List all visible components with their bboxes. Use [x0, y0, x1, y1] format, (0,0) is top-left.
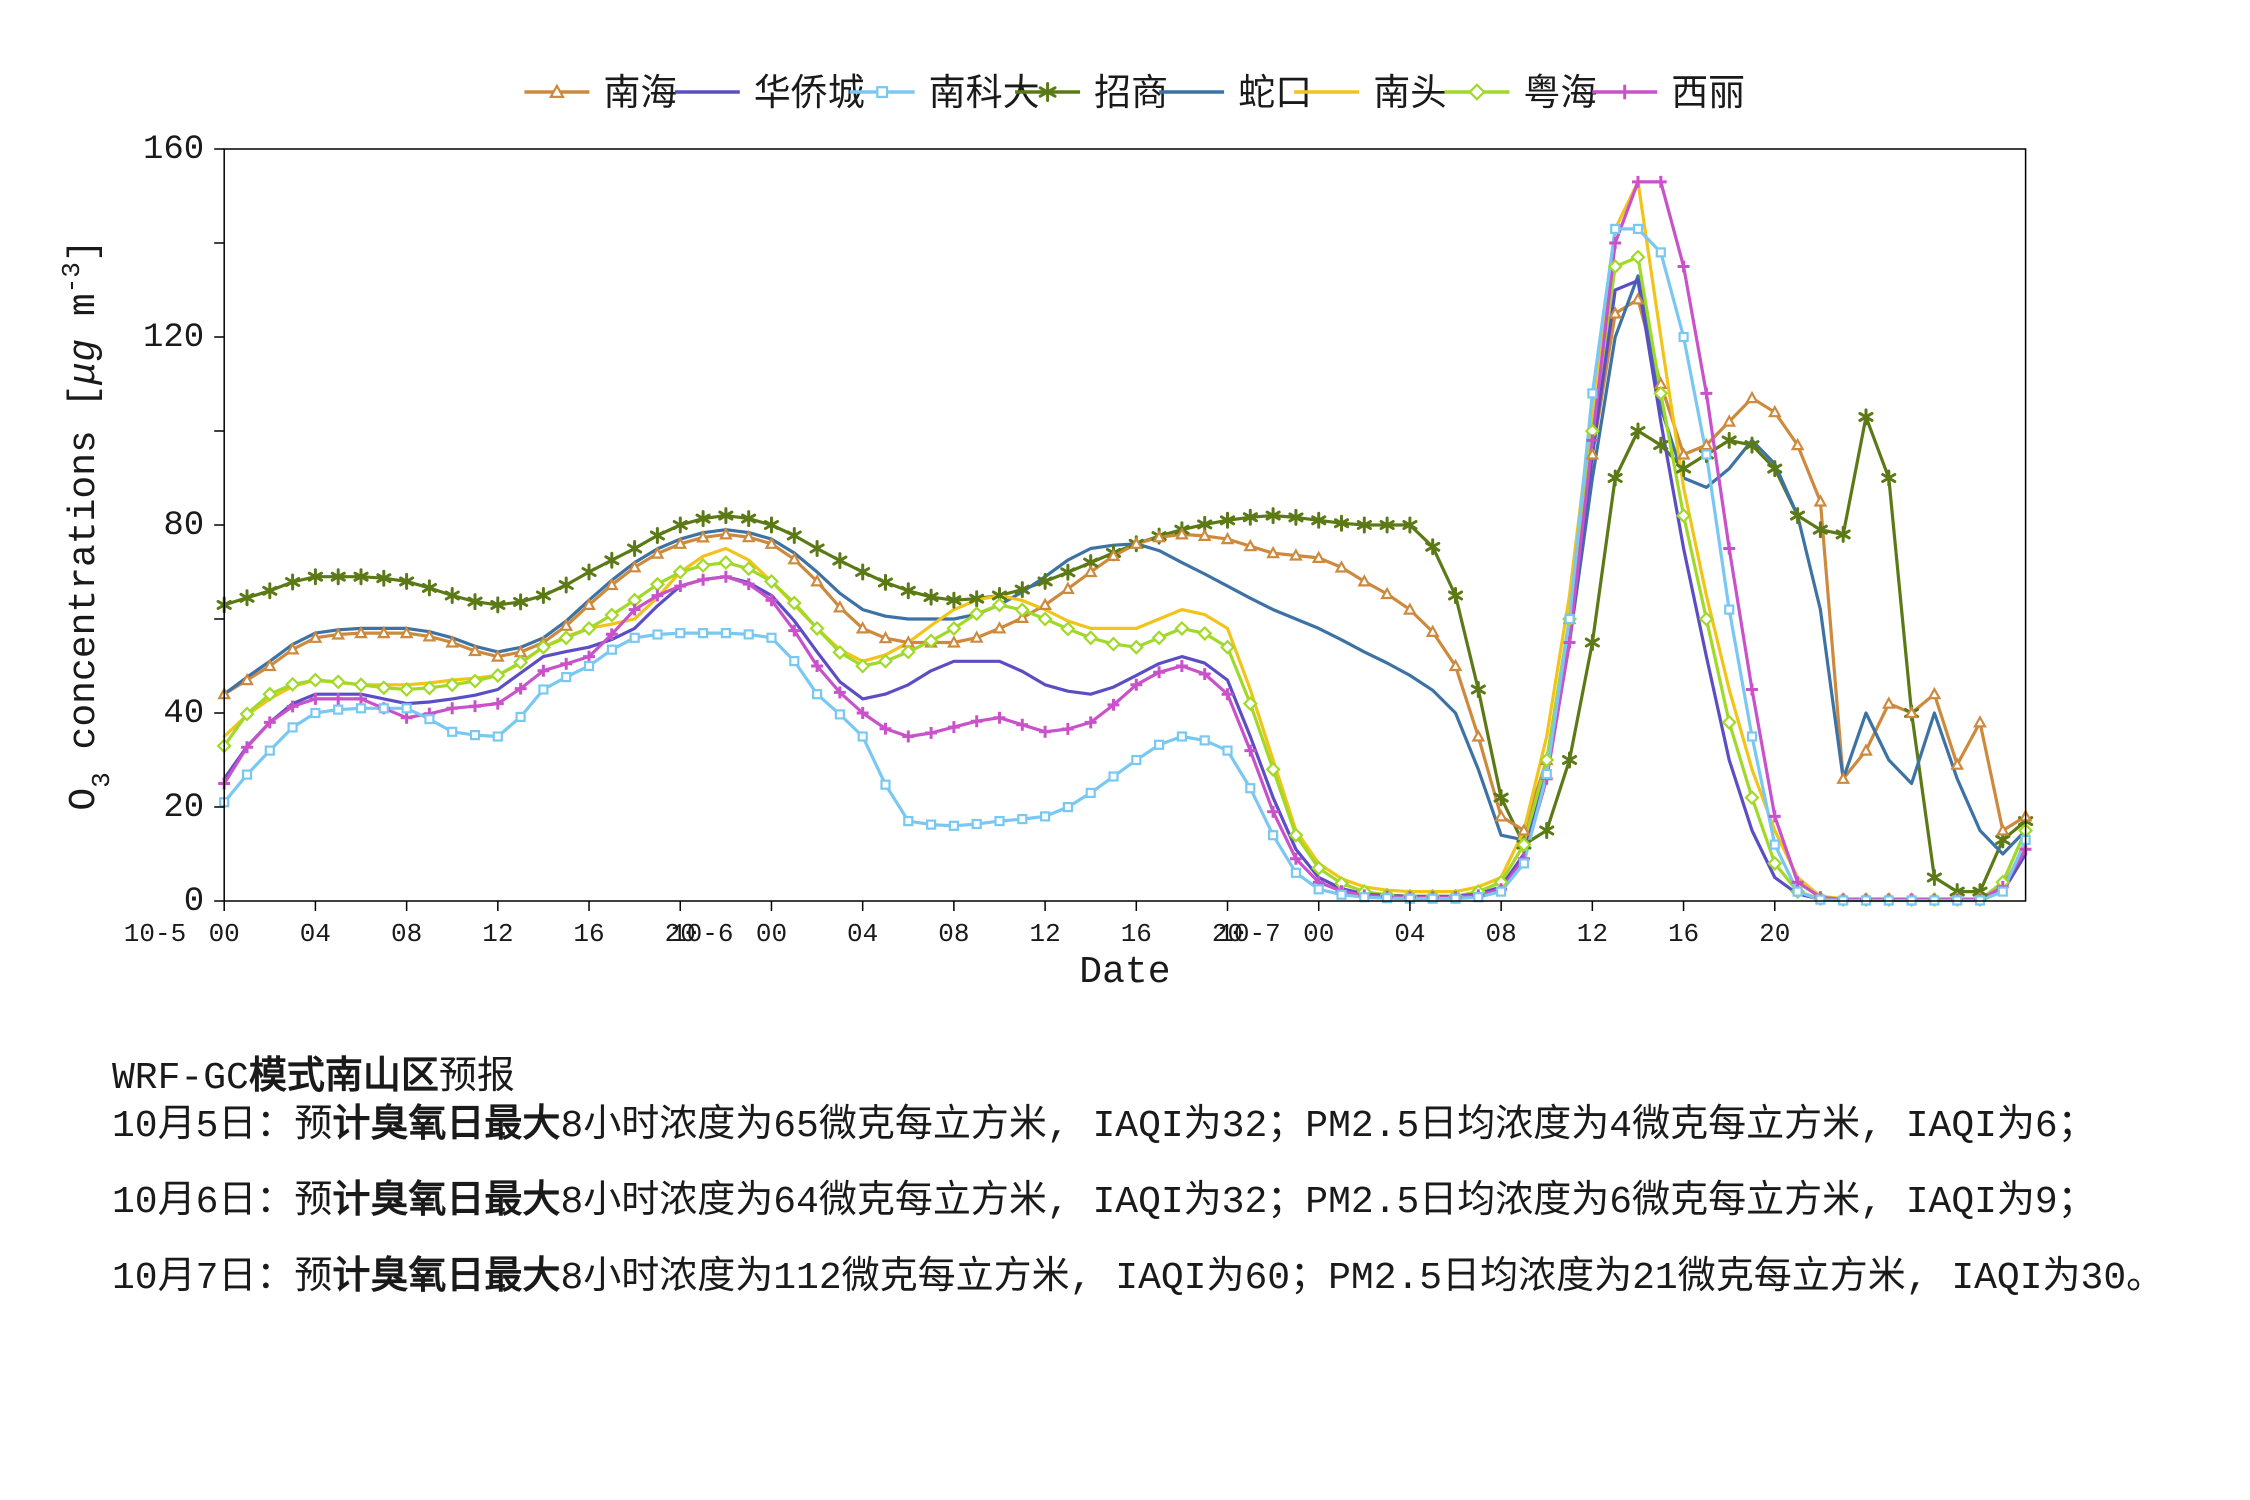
- svg-text:16: 16: [1121, 919, 1152, 949]
- svg-text:12: 12: [1577, 919, 1608, 949]
- svg-text:40: 40: [163, 695, 204, 733]
- svg-text:04: 04: [300, 919, 331, 949]
- svg-text:00: 00: [209, 919, 240, 949]
- svg-text:10-5: 10-5: [124, 919, 186, 949]
- svg-text:华侨城: 华侨城: [754, 72, 865, 117]
- svg-text:粤海: 粤海: [1523, 72, 1597, 117]
- svg-text:南头: 南头: [1373, 73, 1447, 117]
- svg-text:08: 08: [391, 919, 422, 949]
- svg-text:12: 12: [482, 919, 513, 949]
- svg-text:08: 08: [1486, 919, 1517, 949]
- svg-text:10-6: 10-6: [671, 919, 733, 949]
- svg-text:南科大: 南科大: [929, 73, 1040, 117]
- svg-text:Date: Date: [1079, 951, 1170, 994]
- svg-text:20: 20: [163, 789, 204, 827]
- svg-text:00: 00: [1303, 919, 1334, 949]
- svg-text:20: 20: [1759, 919, 1790, 949]
- svg-text:招商: 招商: [1094, 72, 1168, 117]
- svg-text:00: 00: [756, 919, 787, 949]
- svg-text:0: 0: [184, 883, 204, 921]
- svg-text:08: 08: [938, 919, 969, 949]
- svg-text:80: 80: [163, 507, 204, 545]
- svg-text:16: 16: [573, 919, 604, 949]
- svg-text:南海: 南海: [603, 73, 677, 117]
- svg-text:16: 16: [1668, 919, 1699, 949]
- svg-text:10-7: 10-7: [1218, 919, 1280, 949]
- svg-text:160: 160: [143, 131, 204, 169]
- svg-text:04: 04: [847, 919, 878, 949]
- svg-text:120: 120: [143, 319, 204, 357]
- svg-text:西丽: 西丽: [1671, 75, 1745, 117]
- svg-text:O3 concentrations [μg m-3]: O3 concentrations [μg m-3]: [57, 239, 117, 810]
- svg-text:12: 12: [1029, 919, 1060, 949]
- svg-text:04: 04: [1394, 919, 1425, 949]
- svg-text:蛇口: 蛇口: [1238, 72, 1312, 117]
